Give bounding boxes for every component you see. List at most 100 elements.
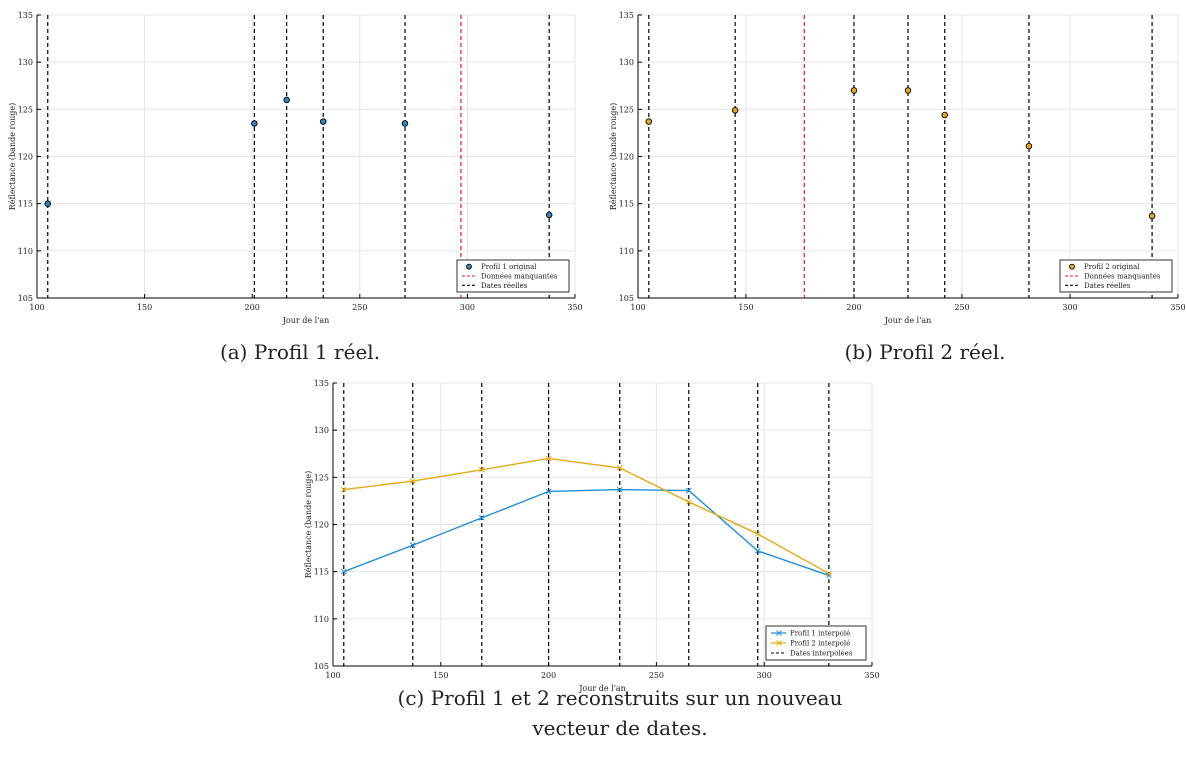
data-point-cross [826,572,832,579]
data-point [251,120,258,127]
x-tick-label: 250 [954,303,969,312]
data-point [826,572,832,579]
x-axis-label: Jour de l'an [282,316,330,325]
data-point [1148,212,1156,220]
data-point [478,515,485,521]
legend-entry: Dates interpolées [771,650,853,658]
y-tick-label: 110 [18,247,33,256]
x-axis-label: Jour de l'an [578,684,626,693]
data-point [645,118,653,125]
y-axis-label: Réflectance (bande rouge) [304,471,313,579]
legend-marker [1069,263,1075,270]
x-tick-label: 150 [137,303,152,312]
caption-c: (c) Profil 1 et 2 reconstruits sur un no… [397,686,843,740]
legend-label: Dates réelles [1084,282,1131,290]
y-tick-label: 115 [314,568,329,577]
legend-marker [776,640,782,646]
y-tick-label: 105 [314,662,329,671]
data-point [340,568,347,575]
data-point-cross [616,486,623,493]
legend: Profil 1 interpolé Profil 2 interpolé Date… [765,625,867,661]
data-point [409,542,416,549]
y-axis-label: Réflectance (bande rouge) [8,103,17,211]
data-point [283,96,290,104]
y-tick-label: 105 [18,294,33,303]
x-tick-label: 200 [541,671,556,680]
data-point-cross [685,499,692,505]
data-point [545,488,552,495]
y-tick-label: 135 [619,11,634,20]
y-tick-label: 135 [18,11,33,20]
legend-box [456,259,570,293]
data-point [826,570,832,577]
legend-box [1059,259,1173,293]
data-point [685,487,692,494]
figure-panel-b: 100 150 200 250 300 350 105 110 115 120 125 130 135 J… [598,0,1186,380]
data-point [1025,142,1033,150]
legend-label: Dates réelles [481,282,528,290]
data-point-cross [340,486,347,493]
figure-panel-c: 100 150 200 250 300 350 105 110 115 120 125 130 135 J… [295,372,885,766]
legend-label: Données manquantes [1084,273,1161,281]
x-tick-label: 300 [1062,303,1077,312]
data-point [731,107,739,114]
series-line [343,457,830,575]
x-tick-label: 300 [757,671,772,680]
data-point [545,211,553,219]
data-point [754,531,761,537]
y-tick-label: 120 [18,153,33,162]
legend-entry: Profil 1 original [466,263,537,271]
x-tick-label: 300 [460,303,475,312]
data-point-cross [616,465,623,471]
figure-panel-a: 100 150 200 250 300 350 105 110 115 120 125 130 135 J… [0,0,593,380]
y-tick-label: 125 [619,105,634,114]
legend-label: Dates interpolées [790,650,853,658]
y-tick-label: 110 [314,615,329,624]
data-point-cross [409,478,416,484]
data-point [478,466,485,473]
x-tick-label: 350 [1170,303,1185,312]
chart-profil-2-reel: 100 150 200 250 300 350 105 110 115 120 125 130 135 J… [609,11,1186,325]
chart-profil-1-reel: 100 150 200 250 300 350 105 110 115 120 125 130 135 J… [8,11,583,325]
caption-b: (b) Profil 2 réel. [844,340,1006,364]
data-point [545,455,552,462]
y-tick-label: 110 [619,247,634,256]
x-tick-label: 100 [630,303,645,312]
data-point-cross [545,455,552,462]
data-point [941,111,948,119]
legend-label: Profil 2 original [1084,263,1140,271]
data-point-cross [340,568,347,575]
data-point [685,499,692,505]
x-tick-label: 200 [245,303,260,312]
data-point [319,118,327,125]
caption-a: (a) Profil 1 réel. [219,340,381,364]
legend-label: Profil 1 original [481,263,537,271]
series-line [343,488,830,577]
x-tick-label: 350 [864,671,879,680]
legend-entry: Données manquantes [1065,273,1161,281]
legend-entry: Dates réelles [1065,282,1131,290]
x-tick-label: 250 [352,303,367,312]
y-tick-label: 130 [314,426,329,435]
y-tick-label: 125 [314,473,329,482]
chart-profils-reconstruits: 100 150 200 250 300 350 105 110 115 120 125 130 135 J… [304,379,880,693]
legend-entry: Dates réelles [462,282,528,290]
x-tick-label: 350 [567,303,582,312]
data-point [850,87,858,94]
legend: Profil 1 original Données manquantesDates… [456,259,570,293]
data-point [44,200,52,207]
y-tick-label: 120 [619,153,634,162]
y-tick-label: 115 [619,200,634,209]
legend-entry: Profil 2 original [1069,263,1140,271]
data-point-cross [478,515,485,521]
data-point [754,548,761,554]
data-point-cross [754,548,761,554]
y-axis-label: Réflectance (bande rouge) [609,103,618,211]
x-axis-label: Jour de l'an [884,316,932,325]
legend-entry: Profil 1 interpolé [771,630,850,638]
data-point-cross [478,466,485,473]
legend-label: Profil 1 interpolé [790,630,850,638]
x-tick-label: 100 [29,303,44,312]
data-point-cross [409,542,416,549]
legend-marker [466,263,472,270]
